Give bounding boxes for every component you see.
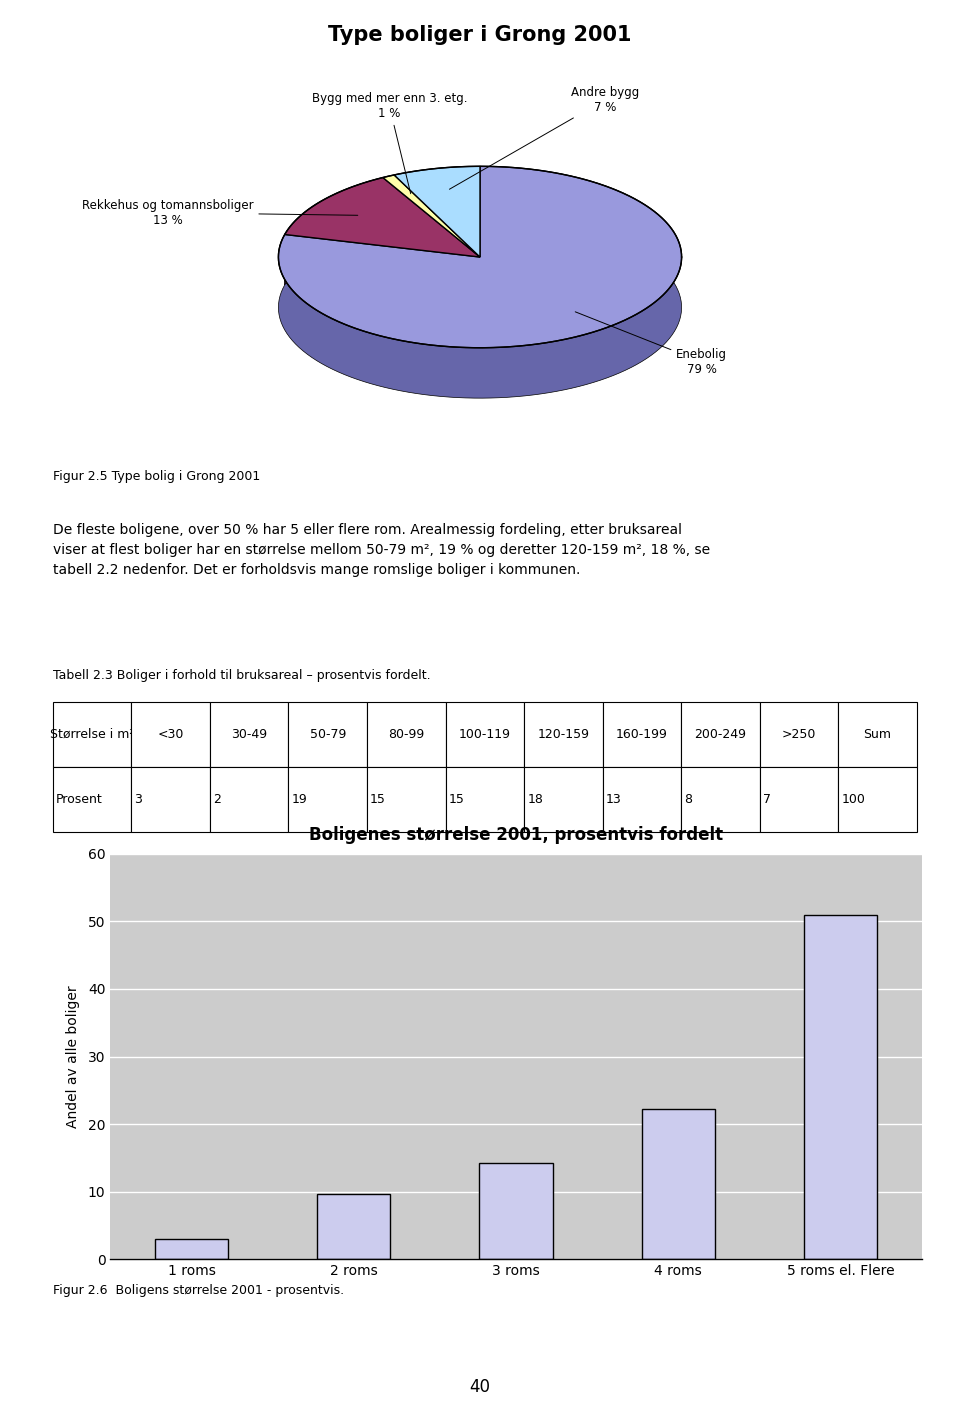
Text: Figur 2.5 Type bolig i Grong 2001: Figur 2.5 Type bolig i Grong 2001 <box>53 470 260 482</box>
Title: Boligenes størrelse 2001, prosentvis fordelt: Boligenes størrelse 2001, prosentvis for… <box>309 825 723 844</box>
Text: De fleste boligene, over 50 % har 5 eller flere rom. Arealmessig fordeling, ette: De fleste boligene, over 50 % har 5 elle… <box>53 524 710 578</box>
Polygon shape <box>383 175 395 228</box>
Bar <box>804 915 877 1259</box>
Text: Rekkehus og tomannsboliger
13 %: Rekkehus og tomannsboliger 13 % <box>82 199 358 226</box>
Text: Tabell 2.3 Boliger i forhold til bruksareal – prosentvis fordelt.: Tabell 2.3 Boliger i forhold til bruksar… <box>53 669 430 682</box>
Text: Andre bygg
7 %: Andre bygg 7 % <box>449 85 639 189</box>
Bar <box>155 1239 228 1259</box>
Text: 40: 40 <box>469 1379 491 1396</box>
Polygon shape <box>395 166 480 258</box>
Polygon shape <box>395 166 480 225</box>
Polygon shape <box>278 166 682 347</box>
Text: Enebolig
79 %: Enebolig 79 % <box>575 312 728 376</box>
Text: Type boliger i Grong 2001: Type boliger i Grong 2001 <box>328 26 632 46</box>
Text: Bygg med mer enn 3. etg.
1 %: Bygg med mer enn 3. etg. 1 % <box>312 92 467 194</box>
Polygon shape <box>285 178 383 285</box>
Text: Figur 2.6  Boligens størrelse 2001 - prosentvis.: Figur 2.6 Boligens størrelse 2001 - pros… <box>53 1284 344 1298</box>
Polygon shape <box>383 175 480 258</box>
Bar <box>641 1110 715 1259</box>
Bar <box>317 1194 391 1259</box>
Polygon shape <box>278 166 682 398</box>
Polygon shape <box>285 178 480 258</box>
Bar <box>479 1163 553 1259</box>
Y-axis label: Andel av alle boliger: Andel av alle boliger <box>65 985 80 1128</box>
